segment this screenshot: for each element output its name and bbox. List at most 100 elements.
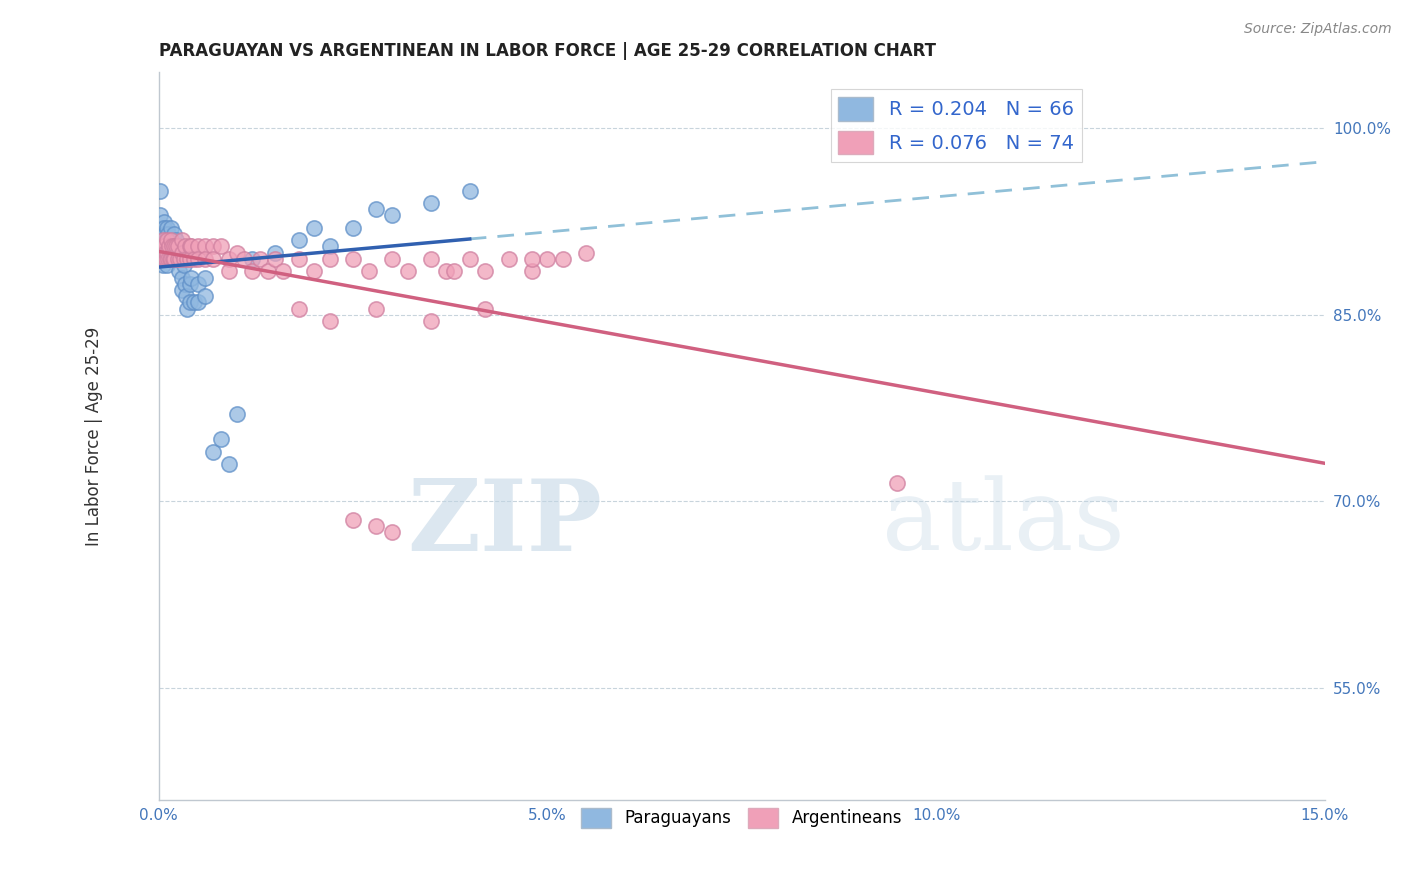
Legend: Paraguayans, Argentineans: Paraguayans, Argentineans: [575, 801, 908, 835]
Point: [159, 252, 181, 266]
Point: [167, 239, 190, 253]
Point: [152, 258, 174, 272]
Point: [153, 239, 176, 253]
Point: [165, 252, 187, 266]
Point: [150, 252, 173, 266]
Point: [886, 475, 908, 490]
Point: [194, 270, 217, 285]
Point: [304, 220, 326, 235]
Point: [150, 233, 173, 247]
Point: [520, 264, 543, 278]
Point: [342, 220, 364, 235]
Point: [156, 233, 179, 247]
Point: [152, 220, 174, 235]
Point: [319, 314, 342, 328]
Point: [157, 245, 180, 260]
Point: [167, 264, 190, 278]
Point: [152, 239, 174, 253]
Point: [160, 252, 183, 266]
Text: ZIP: ZIP: [406, 475, 602, 572]
Point: [159, 220, 181, 235]
Point: [155, 252, 177, 266]
Point: [183, 295, 205, 310]
Point: [166, 239, 188, 253]
Y-axis label: In Labor Force | Age 25-29: In Labor Force | Age 25-29: [86, 326, 103, 546]
Point: [150, 227, 173, 241]
Point: [458, 184, 481, 198]
Point: [381, 525, 404, 540]
Point: [474, 264, 496, 278]
Point: [176, 252, 198, 266]
Point: [149, 184, 172, 198]
Point: [264, 245, 287, 260]
Point: [173, 252, 195, 266]
Point: [240, 264, 263, 278]
Point: [194, 252, 217, 266]
Point: [536, 252, 558, 266]
Point: [366, 519, 388, 533]
Point: [160, 252, 183, 266]
Point: [157, 252, 180, 266]
Point: [169, 252, 191, 266]
Point: [225, 407, 247, 421]
Point: [172, 283, 194, 297]
Point: [551, 252, 574, 266]
Point: [153, 245, 176, 260]
Point: [194, 289, 217, 303]
Point: [150, 245, 173, 260]
Point: [575, 245, 598, 260]
Point: [240, 252, 263, 266]
Point: [319, 239, 342, 253]
Point: [163, 252, 186, 266]
Point: [179, 277, 201, 291]
Point: [474, 301, 496, 316]
Point: [419, 252, 441, 266]
Point: [157, 227, 180, 241]
Point: [179, 252, 201, 266]
Point: [153, 220, 176, 235]
Point: [342, 513, 364, 527]
Point: [150, 252, 173, 266]
Point: [156, 258, 179, 272]
Point: [304, 264, 326, 278]
Point: [152, 233, 174, 247]
Point: [396, 264, 419, 278]
Point: [155, 233, 177, 247]
Point: [319, 252, 342, 266]
Point: [169, 252, 191, 266]
Point: [249, 252, 271, 266]
Point: [287, 233, 309, 247]
Point: [163, 245, 186, 260]
Point: [156, 220, 179, 235]
Point: [152, 252, 174, 266]
Point: [159, 239, 181, 253]
Point: [160, 239, 183, 253]
Point: [381, 208, 404, 222]
Point: [156, 245, 179, 260]
Point: [187, 277, 209, 291]
Point: [174, 239, 197, 253]
Point: [218, 264, 240, 278]
Point: [287, 252, 309, 266]
Point: [218, 252, 240, 266]
Point: [156, 239, 179, 253]
Point: [271, 264, 294, 278]
Point: [498, 252, 520, 266]
Point: [159, 233, 181, 247]
Point: [357, 264, 380, 278]
Point: [209, 432, 232, 446]
Point: [172, 245, 194, 260]
Point: [153, 239, 176, 253]
Point: [443, 264, 465, 278]
Point: [166, 252, 188, 266]
Point: [179, 239, 201, 253]
Point: [162, 239, 184, 253]
Point: [155, 252, 177, 266]
Point: [149, 208, 172, 222]
Point: [152, 233, 174, 247]
Point: [180, 270, 202, 285]
Point: [179, 295, 201, 310]
Point: [172, 270, 194, 285]
Point: [157, 239, 180, 253]
Point: [174, 289, 197, 303]
